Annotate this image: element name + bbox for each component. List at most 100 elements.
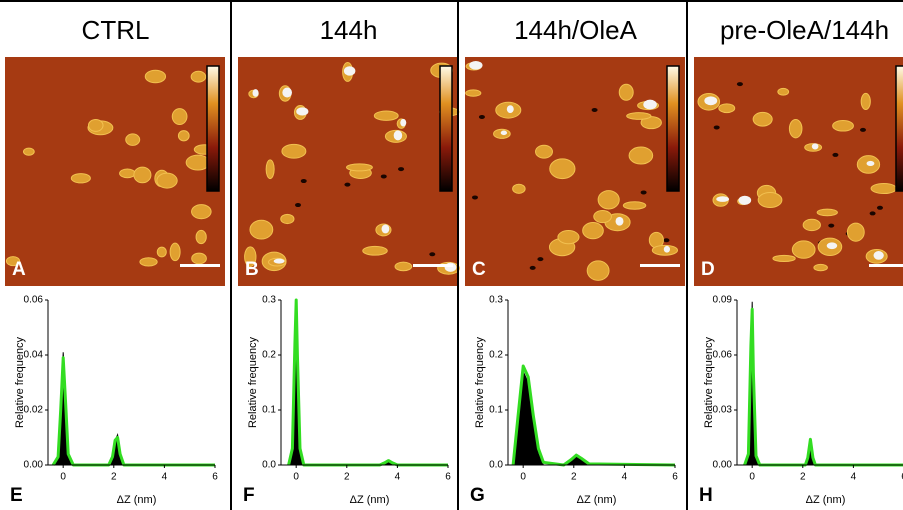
y-tick-label: 0.04 <box>24 350 44 361</box>
x-tick-label: 4 <box>395 472 401 483</box>
x-tick-label: 0 <box>293 472 299 483</box>
panel-letter: E <box>10 485 23 506</box>
y-tick-label: 0.2 <box>262 350 276 361</box>
afm-aggregate <box>282 87 292 98</box>
afm-feature <box>832 120 854 132</box>
afm-feature <box>465 89 482 97</box>
x-tick-label: 4 <box>851 472 857 483</box>
afm-aggregate <box>296 107 309 116</box>
x-tick-label: 6 <box>445 472 451 483</box>
x-tick-label: 2 <box>344 472 350 483</box>
afm-feature <box>362 245 388 256</box>
afm-feature <box>597 190 620 210</box>
afm-aggregate <box>811 143 819 150</box>
afm-feature <box>718 103 736 114</box>
y-tick-label: 0.09 <box>713 295 733 306</box>
panel-letter: H <box>699 485 713 506</box>
afm-feature <box>22 147 35 156</box>
x-tick-label: 0 <box>520 472 526 483</box>
afm-hole <box>713 125 720 130</box>
plot-area <box>48 300 215 465</box>
x-tick-label: 0 <box>749 472 755 483</box>
afm-feature <box>586 260 610 281</box>
afm-feature <box>813 263 828 272</box>
afm-hole <box>344 182 351 187</box>
afm-feature <box>139 257 158 267</box>
afm-feature <box>185 154 211 171</box>
afm-feature <box>802 218 821 232</box>
panel-title: 144h/OleA <box>514 15 638 45</box>
x-tick-label: 4 <box>622 472 628 483</box>
afm-hole <box>859 127 866 132</box>
afm-feature <box>280 213 295 225</box>
afm-feature <box>777 87 790 96</box>
afm-hole <box>300 179 307 184</box>
x-tick-label: 4 <box>162 472 168 483</box>
x-tick-label: 2 <box>571 472 577 483</box>
y-tick-label: 0.00 <box>713 460 733 471</box>
panel-title: 144h <box>320 15 378 45</box>
afm-feature <box>772 254 796 263</box>
afm-aggregate <box>704 96 718 106</box>
y-tick-label: 0.1 <box>489 405 503 416</box>
afm-aggregate <box>393 130 403 141</box>
x-tick-label: 0 <box>60 472 66 483</box>
afm-aggregate <box>663 245 671 253</box>
x-axis-label: ΔZ (nm) <box>350 494 390 506</box>
afm-feature <box>593 209 612 224</box>
afm-feature <box>249 219 274 240</box>
afm-hole <box>663 238 670 243</box>
afm-feature <box>133 166 152 184</box>
y-tick-label: 0.02 <box>24 405 44 416</box>
afm-feature <box>169 242 181 262</box>
afm-feature <box>144 69 167 84</box>
afm-feature <box>394 261 413 272</box>
afm-hole <box>537 257 544 262</box>
scale-bar <box>640 264 680 267</box>
afm-aggregate <box>873 251 884 260</box>
image-letter: C <box>472 259 486 280</box>
x-axis-label: ΔZ (nm) <box>806 494 846 506</box>
afm-aggregate <box>615 216 624 226</box>
y-axis-label: Relative frequency <box>474 336 486 428</box>
image-letter: A <box>12 259 26 280</box>
x-tick-label: 6 <box>212 472 218 483</box>
afm-feature <box>752 111 773 127</box>
afm-feature <box>618 83 634 101</box>
y-tick-label: 0.3 <box>262 295 276 306</box>
panel-letter: F <box>243 485 255 506</box>
afm-feature <box>265 159 275 180</box>
y-axis-label: Relative frequency <box>14 336 26 428</box>
y-tick-label: 0.1 <box>262 405 276 416</box>
afm-feature <box>281 143 307 159</box>
afm-hole <box>429 252 436 257</box>
afm-feature <box>5 256 21 267</box>
afm-feature <box>557 230 580 245</box>
fit-line <box>511 364 676 467</box>
y-axis-label: Relative frequency <box>247 336 259 428</box>
afm-feature <box>622 201 647 210</box>
color-bar <box>206 65 220 192</box>
afm-aggregate <box>866 160 875 167</box>
afm-feature <box>195 229 207 245</box>
afm-feature <box>191 204 212 220</box>
y-tick-label: 0.06 <box>713 350 733 361</box>
x-tick-label: 6 <box>901 472 903 483</box>
afm-feature <box>788 118 803 139</box>
y-tick-label: 0.0 <box>489 460 503 471</box>
panel-title: pre-OleA/144h <box>720 15 889 45</box>
panel-title: CTRL <box>82 15 150 45</box>
afm-aggregate <box>381 224 390 234</box>
afm-image <box>5 57 225 286</box>
afm-hole <box>832 152 839 157</box>
afm-hole <box>828 223 835 228</box>
afm-feature <box>156 172 178 189</box>
afm-feature <box>870 182 897 195</box>
afm-aggregate <box>826 242 838 250</box>
afm-aggregate <box>506 105 514 114</box>
afm-hole <box>471 195 478 200</box>
afm-feature <box>346 163 373 172</box>
afm-hole <box>736 82 743 87</box>
y-tick-label: 0.0 <box>262 460 276 471</box>
